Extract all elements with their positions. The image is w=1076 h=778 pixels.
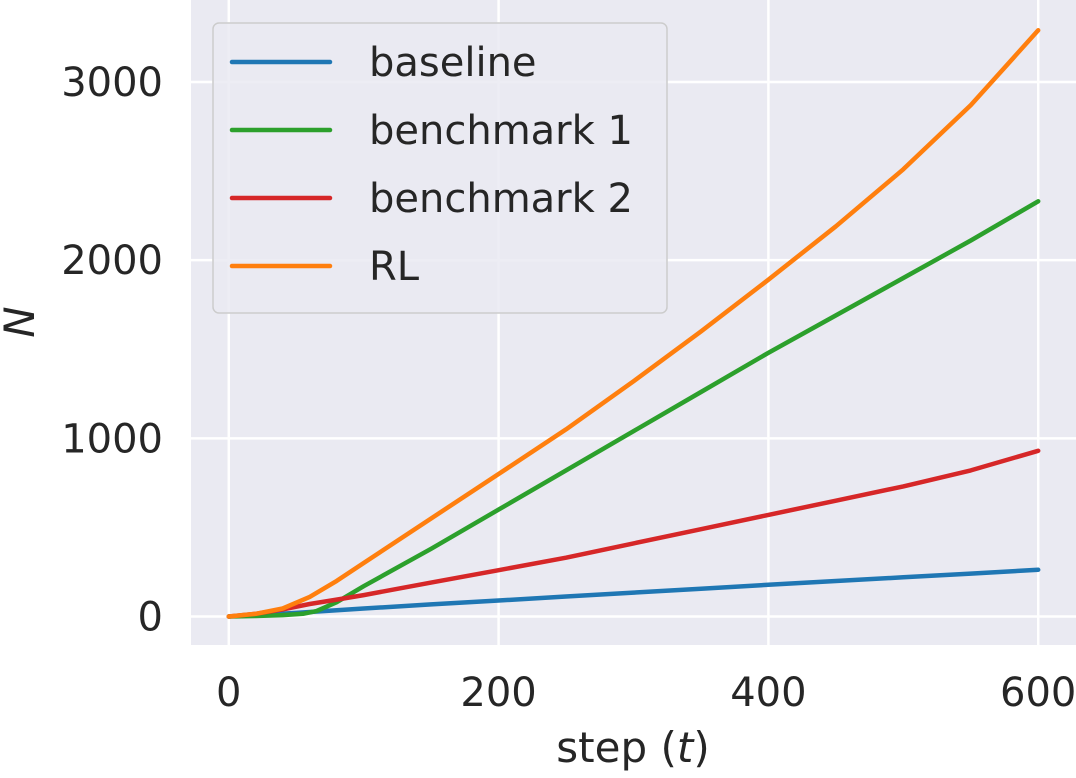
series-line-benchmark-2 (226, 448, 1041, 619)
legend-label: benchmark 1 (369, 108, 633, 154)
y-tick-label: 3000 (61, 60, 163, 106)
x-tick-label: 0 (216, 670, 241, 716)
x-tick-label: 400 (730, 670, 806, 716)
x-tick-label: 600 (1000, 670, 1076, 716)
y-tick-labels: 0 1000 2000 3000 (61, 60, 163, 641)
y-axis-label: N (0, 306, 44, 337)
x-tick-label: 200 (460, 670, 536, 716)
y-tick-label: 0 (138, 594, 163, 640)
legend-label: baseline (369, 40, 537, 86)
legend-box (212, 22, 668, 314)
series-lines (226, 28, 1041, 619)
legend-label: RL (369, 244, 420, 290)
series-line-benchmark-1 (226, 199, 1041, 619)
legend: baseline benchmark 1 benchmark 2 RL (212, 22, 668, 314)
y-tick-label: 2000 (61, 238, 163, 284)
x-axis-label: step (t) (556, 723, 709, 772)
series-line-rl (226, 28, 1041, 619)
x-tick-labels: 0 200 400 600 (216, 670, 1076, 716)
legend-label: benchmark 2 (369, 176, 633, 222)
y-tick-label: 1000 (61, 416, 163, 462)
